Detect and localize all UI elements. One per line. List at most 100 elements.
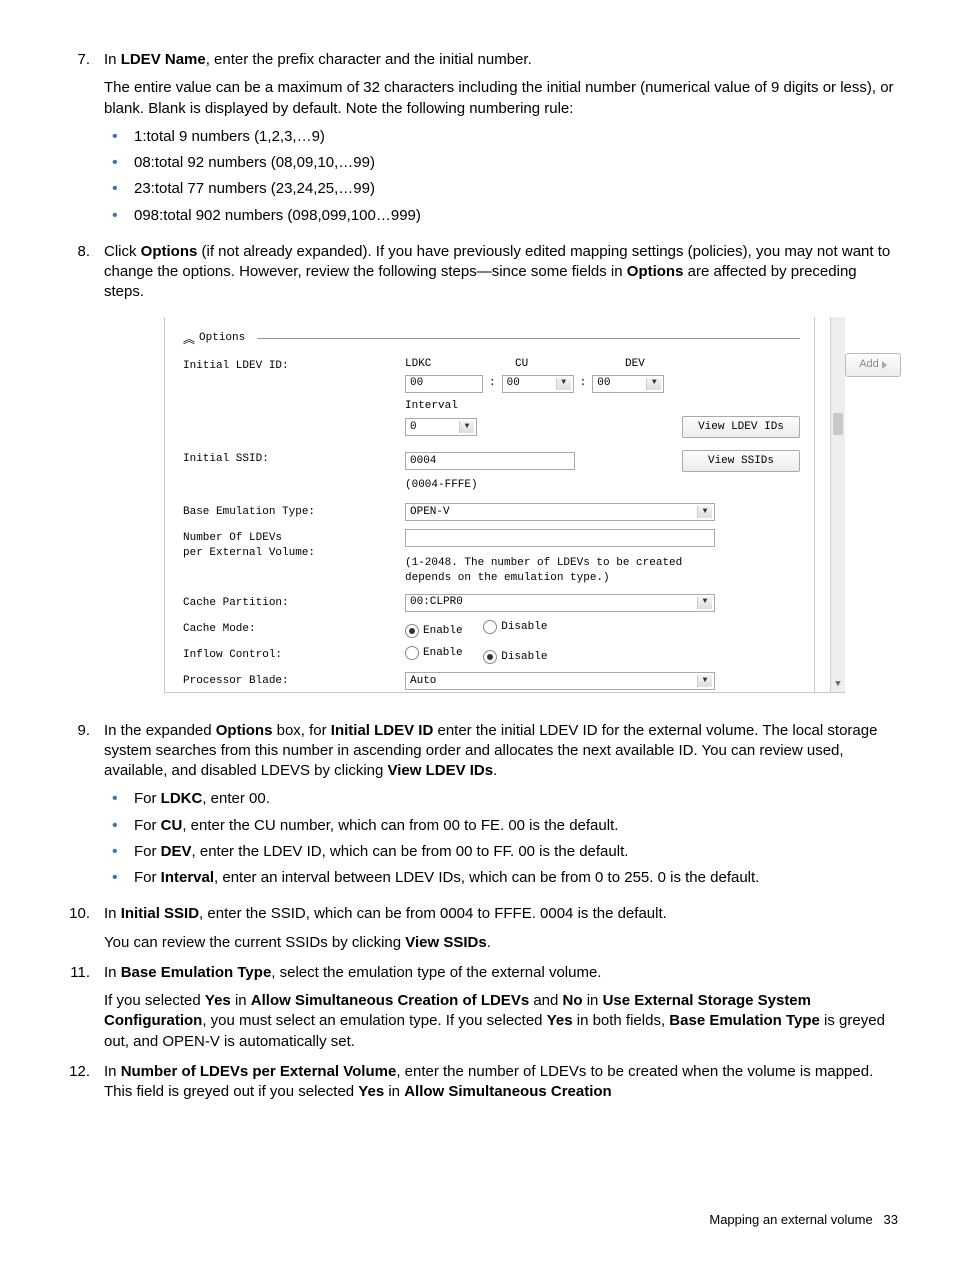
options-figure: Add ︽ Options Initial LDEV ID: (164, 317, 898, 693)
label-processor-blade: Processor Blade: (183, 672, 405, 689)
step-10-text2: You can review the current SSIDs by clic… (104, 933, 898, 953)
list-item: For LDKC, enter 00. (104, 789, 898, 809)
footer-text: Mapping an external volume (709, 1212, 872, 1227)
list-item: For DEV, enter the LDEV ID, which can be… (104, 842, 898, 862)
page: 7. In LDEV Name, enter the prefix charac… (0, 0, 954, 1271)
row-inflow-control: Inflow Control: Enable Disable (183, 646, 800, 666)
view-ldev-ids-button[interactable]: View LDEV IDs (682, 416, 800, 438)
cache-partition-select[interactable]: 00:CLPR0▼ (405, 594, 715, 612)
chevron-down-icon: ▼ (697, 597, 712, 609)
row-initial-ssid: Initial SSID: 0004 View SSIDs (0004-FFFE… (183, 450, 800, 493)
initial-ssid-input[interactable]: 0004 (405, 452, 575, 470)
add-button-label: Add (859, 357, 879, 372)
ctrls-initial-ldev-id: LDKC CU DEV 00 : 00▼ : (405, 357, 800, 445)
step-7-intro: In LDEV Name, enter the prefix character… (104, 50, 898, 70)
step-8: 8. Click Options (if not already expande… (56, 242, 898, 711)
scrollbar[interactable]: ▼ (830, 317, 845, 692)
processor-blade-select[interactable]: Auto▼ (405, 672, 715, 690)
step-7-para: The entire value can be a maximum of 32 … (104, 78, 898, 119)
label-cache-partition: Cache Partition: (183, 594, 405, 611)
radio-on-icon (483, 650, 497, 664)
ldev-inputs: 00 : 00▼ : 00▼ (405, 375, 800, 393)
label-base-emulation: Base Emulation Type: (183, 503, 405, 520)
label-num-ldevs: Number Of LDEVs per External Volume: (183, 529, 405, 561)
num-ldevs-hint: (1-2048. The number of LDEVs to be creat… (405, 556, 715, 586)
add-button[interactable]: Add (845, 353, 901, 377)
row-cache-partition: Cache Partition: 00:CLPR0▼ (183, 594, 800, 612)
step-11-text2: If you selected Yes in Allow Simultaneou… (104, 991, 898, 1052)
row-cache-mode: Cache Mode: Enable Disable (183, 620, 800, 640)
step-9-bullets: For LDKC, enter 00. For CU, enter the CU… (104, 789, 898, 888)
list-item: For Interval, enter an interval between … (104, 868, 898, 888)
page-number: 33 (884, 1212, 898, 1227)
list-item: For CU, enter the CU number, which can f… (104, 816, 898, 836)
step-7: 7. In LDEV Name, enter the prefix charac… (56, 50, 898, 232)
radio-on-icon (405, 624, 419, 638)
label-cache-mode: Cache Mode: (183, 620, 405, 637)
label-initial-ldev-id: Initial LDEV ID: (183, 357, 405, 374)
label-initial-ssid: Initial SSID: (183, 450, 405, 467)
step-number: 11. (56, 963, 104, 1052)
radio-off-icon (405, 646, 419, 660)
step-8-text: Click Options (if not already expanded).… (104, 242, 898, 303)
interval-select[interactable]: 0▼ (405, 418, 477, 436)
cache-mode-enable-radio[interactable]: Enable (405, 624, 463, 639)
interval-row: 0▼ View LDEV IDs (405, 416, 800, 438)
step-number: 10. (56, 904, 104, 953)
chevron-up-icon: ︽ (183, 331, 193, 347)
ldkc-input[interactable]: 00 (405, 375, 483, 393)
interval-label: Interval (405, 399, 800, 414)
inflow-enable-radio[interactable]: Enable (405, 646, 463, 661)
chevron-down-icon: ▼ (697, 675, 712, 687)
divider (257, 338, 800, 339)
ssid-hint: (0004-FFFE) (405, 478, 800, 493)
ldkc-label: LDKC (405, 357, 515, 372)
chevron-right-icon (882, 361, 887, 369)
row-num-ldevs: Number Of LDEVs per External Volume: (1-… (183, 529, 800, 586)
row-processor-blade: Processor Blade: Auto▼ (183, 672, 800, 690)
step-10-text: In Initial SSID, enter the SSID, which c… (104, 904, 898, 924)
panel-inner: ︽ Options Initial LDEV ID: LDKC (165, 317, 815, 692)
dev-label: DEV (625, 357, 645, 372)
step-body: Click Options (if not already expanded).… (104, 242, 898, 711)
step-9: 9. In the expanded Options box, for Init… (56, 721, 898, 895)
step-number: 12. (56, 1062, 104, 1103)
steps-list: 7. In LDEV Name, enter the prefix charac… (56, 50, 898, 1102)
scrollbar-thumb[interactable] (833, 413, 843, 435)
ldev-col-labels: LDKC CU DEV (405, 357, 800, 372)
options-panel: Add ︽ Options Initial LDEV ID: (164, 317, 845, 693)
view-ssids-button[interactable]: View SSIDs (682, 450, 800, 472)
colon: : (489, 376, 496, 391)
step-number: 7. (56, 50, 104, 232)
base-emulation-select[interactable]: OPEN-V▼ (405, 503, 715, 521)
chevron-down-icon: ▼ (556, 378, 571, 390)
ctrls-initial-ssid: 0004 View SSIDs (0004-FFFE) (405, 450, 800, 493)
chevron-down-icon: ▼ (459, 421, 474, 433)
step-11: 11. In Base Emulation Type, select the e… (56, 963, 898, 1052)
cache-mode-disable-radio[interactable]: Disable (483, 620, 547, 635)
inflow-disable-radio[interactable]: Disable (483, 650, 547, 665)
step-number: 8. (56, 242, 104, 711)
chevron-down-icon: ▼ (646, 378, 661, 390)
chevron-down-icon: ▼ (697, 506, 712, 518)
step-11-text: In Base Emulation Type, select the emula… (104, 963, 898, 983)
step-10: 10. In Initial SSID, enter the SSID, whi… (56, 904, 898, 953)
dev-select[interactable]: 00▼ (592, 375, 664, 393)
options-section-header[interactable]: ︽ Options (183, 331, 800, 347)
cu-label: CU (515, 357, 625, 372)
step-9-text: In the expanded Options box, for Initial… (104, 721, 898, 782)
step-12-text: In Number of LDEVs per External Volume, … (104, 1062, 898, 1103)
cu-select[interactable]: 00▼ (502, 375, 574, 393)
step-number: 9. (56, 721, 104, 895)
step-7-bullets: 1:total 9 numbers (1,2,3,…9) 08:total 92… (104, 127, 898, 226)
label-inflow-control: Inflow Control: (183, 646, 405, 663)
list-item: 23:total 77 numbers (23,24,25,…99) (104, 179, 898, 199)
row-base-emulation-type: Base Emulation Type: OPEN-V▼ (183, 503, 800, 521)
list-item: 1:total 9 numbers (1,2,3,…9) (104, 127, 898, 147)
colon: : (580, 376, 587, 391)
chevron-down-icon[interactable]: ▼ (831, 678, 845, 692)
num-ldevs-input[interactable] (405, 529, 715, 547)
step-12: 12. In Number of LDEVs per External Volu… (56, 1062, 898, 1103)
options-section-title: Options (199, 331, 245, 346)
radio-off-icon (483, 620, 497, 634)
